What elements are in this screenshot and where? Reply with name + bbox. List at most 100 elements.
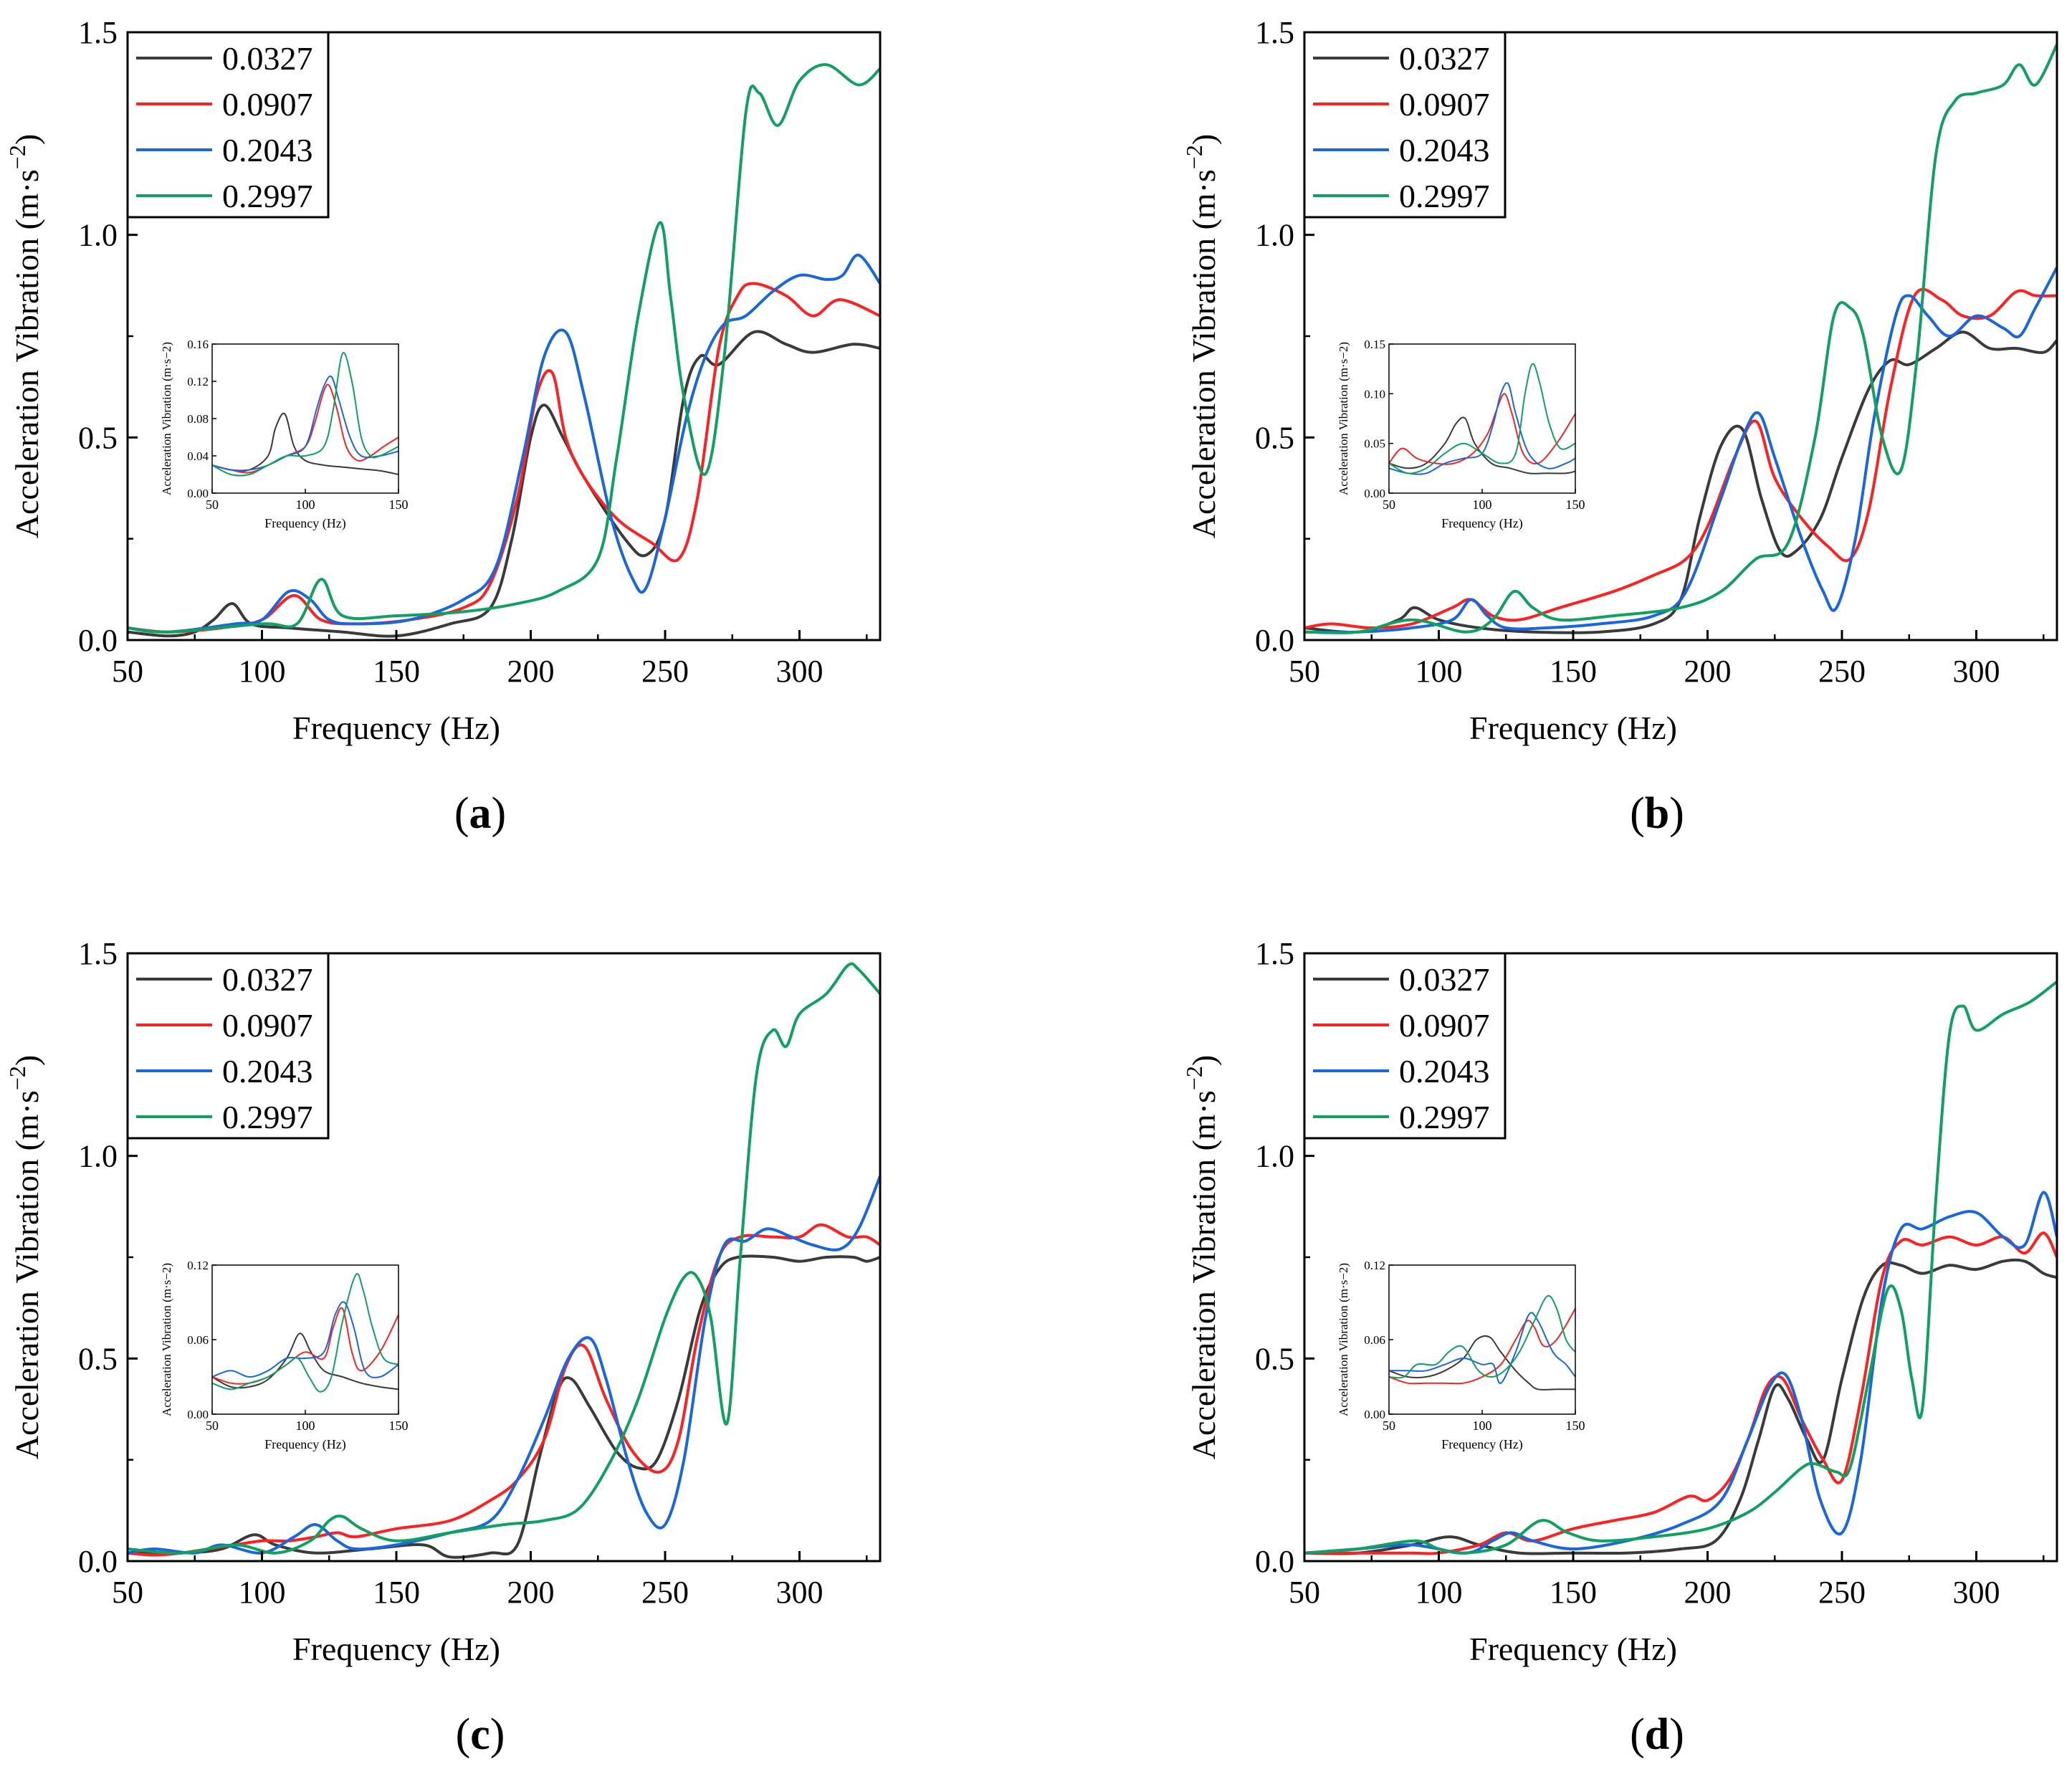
- y-tick-label: 0.0: [1255, 1544, 1294, 1579]
- inset-series-line-0.2997: [212, 1273, 398, 1393]
- x-tick-label: 200: [507, 1575, 555, 1610]
- inset-series-line-0.0327: [1389, 1335, 1575, 1391]
- chart-panel-c: 50 100 150 200 250 300 0.0 0.5 1.0 1.5 Frequency (…: [4, 936, 882, 1759]
- chart-panel-d: 50 100 150 200 250 300 0.0 0.5 1.0 1.5 Frequency (…: [1181, 936, 2058, 1759]
- inset-x-tick-label: 50: [1383, 1418, 1395, 1433]
- y-tick-label: 1.5: [78, 936, 118, 971]
- x-tick-label: 150: [1550, 1575, 1597, 1610]
- y-tick-label: 1.0: [78, 218, 118, 253]
- x-tick-label: 250: [641, 654, 689, 689]
- inset-chart: 50 100 150 0.00 0.06 0.12 Frequency (Hz) Accele…: [1337, 1259, 1585, 1452]
- y-axis-title: Acceleration Vibration (m·s−2): [1181, 1055, 1222, 1459]
- inset-series-group: [1389, 363, 1575, 475]
- inset-x-tick-label: 100: [1473, 1418, 1492, 1433]
- x-axis-title: Frequency (Hz): [292, 1631, 500, 1667]
- legend-label-0.2997: 0.2997: [222, 178, 313, 214]
- inset-y-tick-label: 0.06: [1364, 1333, 1385, 1347]
- legend-label-0.0907: 0.0907: [222, 86, 313, 123]
- x-tick-label: 50: [112, 1575, 143, 1610]
- series-group: [128, 962, 880, 1559]
- legend-label-0.0327: 0.0327: [222, 40, 313, 77]
- inset-x-tick-label: 50: [1383, 497, 1395, 512]
- y-tick-label: 0.5: [78, 1341, 118, 1376]
- series-line-0.2997: [128, 962, 880, 1555]
- inset-x-tick-label: 100: [1473, 497, 1492, 512]
- inset-x-tick-label: 150: [389, 1418, 409, 1433]
- series-line-0.0907: [1304, 1231, 2057, 1555]
- y-tick-label: 0.0: [1255, 623, 1294, 658]
- chart-panel-a: 50 100 150 200 250 300 0.0 0.5 1.0 1.5 Frequency (…: [4, 15, 882, 838]
- x-tick-label: 100: [239, 654, 286, 689]
- inset-series-line-0.2043: [1389, 382, 1575, 475]
- x-tick-label: 100: [239, 1575, 286, 1610]
- series-line-0.2997: [1304, 981, 2057, 1555]
- x-tick-label: 300: [776, 654, 823, 689]
- panel-caption: (c): [456, 1710, 505, 1759]
- inset-x-tick-label: 150: [1566, 1418, 1585, 1433]
- inset-x-axis-title: Frequency (Hz): [1441, 516, 1522, 531]
- x-tick-label: 300: [1953, 654, 2000, 689]
- legend-box: [126, 31, 330, 219]
- inset-x-tick-label: 150: [389, 497, 409, 512]
- panel-caption: (a): [454, 789, 506, 838]
- x-tick-label: 150: [373, 1575, 420, 1610]
- y-tick-label: 0.5: [1255, 420, 1294, 455]
- legend-box: [1303, 952, 1507, 1140]
- inset-series-line-0.2997: [1389, 1294, 1575, 1379]
- inset-series-line-0.0327: [212, 1332, 398, 1391]
- legend-label-0.2997: 0.2997: [222, 1099, 313, 1135]
- x-tick-label: 50: [112, 654, 143, 689]
- inset-y-tick-label: 0.12: [187, 375, 209, 388]
- inset-series-line-0.2997: [212, 352, 398, 477]
- inset-x-axis-title: Frequency (Hz): [264, 516, 345, 531]
- legend-box: [1303, 31, 1507, 219]
- x-axis-title: Frequency (Hz): [1469, 1631, 1677, 1667]
- legend-label-0.0907: 0.0907: [1399, 86, 1490, 123]
- inset-y-tick-label: 0.16: [187, 338, 209, 351]
- inset-y-tick-label: 0.04: [187, 449, 209, 463]
- series-line-0.2043: [1304, 266, 2057, 634]
- x-tick-label: 300: [1953, 1575, 2000, 1610]
- inset-series-group: [212, 1273, 398, 1393]
- legend: 0.0327 0.0907 0.2043 0.2997: [126, 952, 330, 1140]
- inset-y-tick-label: 0.05: [1364, 437, 1385, 451]
- legend-label-0.2997: 0.2997: [1399, 178, 1490, 214]
- legend-label-0.2043: 0.2043: [1399, 1053, 1490, 1089]
- series-group: [128, 63, 880, 638]
- inset-y-tick-label: 0.12: [187, 1259, 209, 1272]
- series-line-0.0327: [1304, 330, 2057, 634]
- inset-y-axis-title: Acceleration Vibration (m·s−2): [1337, 342, 1350, 495]
- inset-y-tick-label: 0.10: [1364, 387, 1385, 401]
- panel-caption: (b): [1630, 789, 1684, 838]
- x-tick-label: 250: [1818, 1575, 1866, 1610]
- inset-x-tick-label: 100: [296, 497, 315, 512]
- inset-y-axis-title: Acceleration Vibration (m·s−2): [160, 1263, 173, 1416]
- inset-y-tick-label: 0.00: [1364, 1408, 1385, 1421]
- y-tick-label: 0.5: [1255, 1341, 1294, 1376]
- legend-label-0.0327: 0.0327: [1399, 961, 1490, 998]
- x-tick-label: 50: [1289, 654, 1320, 689]
- inset-y-tick-label: 0.00: [1364, 487, 1385, 500]
- legend-label-0.0327: 0.0327: [222, 961, 313, 998]
- inset-x-axis-title: Frequency (Hz): [1441, 1437, 1522, 1452]
- inset-background: [1389, 344, 1575, 493]
- series-line-0.2997: [128, 63, 880, 634]
- inset-x-tick-label: 150: [1566, 497, 1585, 512]
- inset-series-line-0.2043: [212, 375, 398, 472]
- legend: 0.0327 0.0907 0.2043 0.2997: [1303, 31, 1507, 219]
- legend-label-0.0327: 0.0327: [1399, 40, 1490, 77]
- inset-series-line-0.0907: [1389, 1308, 1575, 1385]
- y-tick-label: 1.5: [1255, 15, 1294, 50]
- y-axis-title: Acceleration Vibration (m·s−2): [4, 1055, 45, 1459]
- x-tick-label: 150: [1550, 654, 1597, 689]
- inset-y-axis-title: Acceleration Vibration (m·s−2): [160, 342, 173, 495]
- x-tick-label: 100: [1415, 1575, 1463, 1610]
- inset-x-tick-label: 50: [206, 1418, 219, 1433]
- x-tick-label: 100: [1415, 654, 1463, 689]
- x-tick-label: 250: [1818, 654, 1866, 689]
- chart-panel-b: 50 100 150 200 250 300 0.0 0.5 1.0 1.5 Frequency (…: [1181, 15, 2058, 838]
- inset-x-axis-title: Frequency (Hz): [264, 1437, 345, 1452]
- x-axis-title: Frequency (Hz): [292, 710, 500, 746]
- y-tick-label: 1.5: [1255, 936, 1294, 971]
- y-tick-label: 0.0: [78, 1544, 118, 1579]
